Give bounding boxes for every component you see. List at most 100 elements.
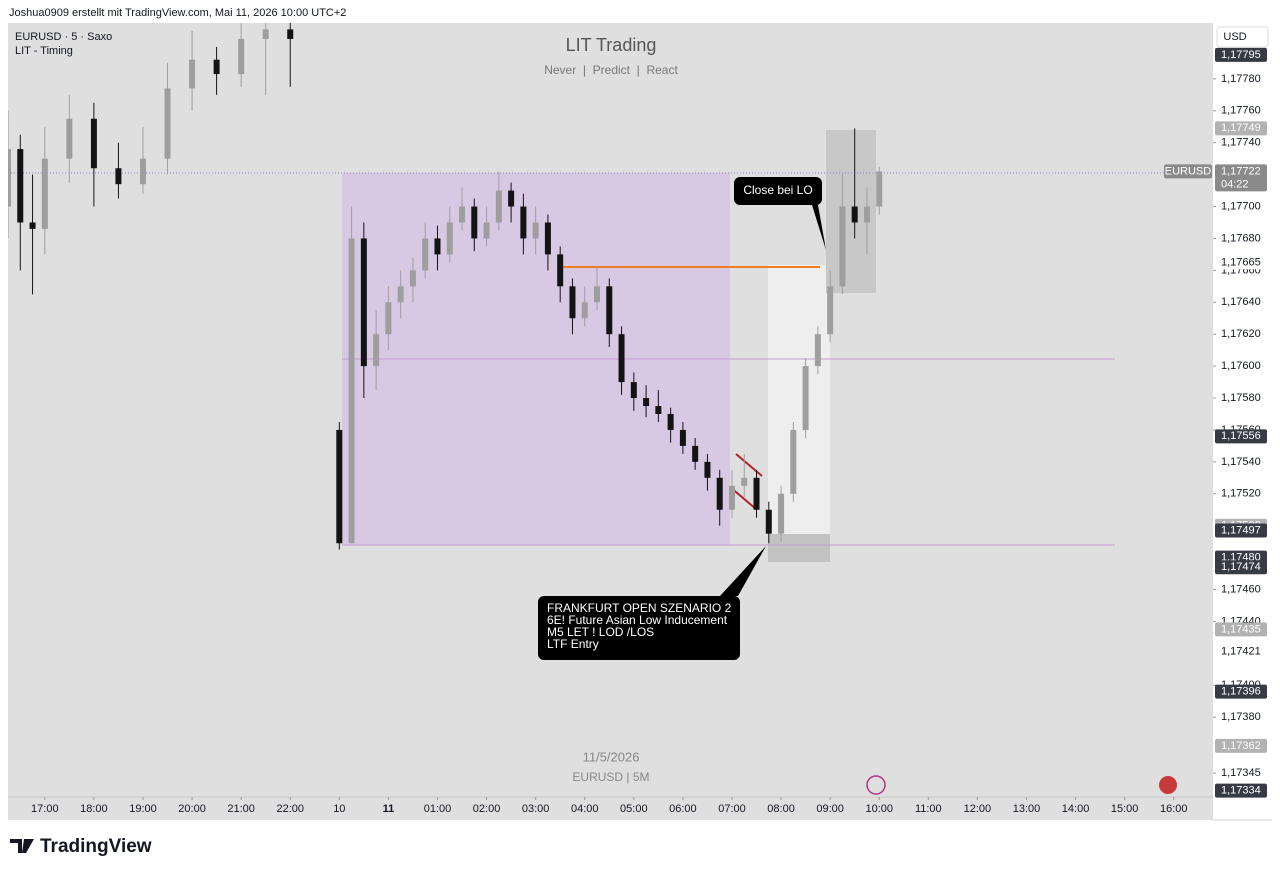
- logo-mark: [10, 839, 34, 853]
- candle-body: [704, 461, 711, 478]
- symbol-tag: [1164, 164, 1212, 179]
- x-tick-label: 10:00: [865, 803, 893, 815]
- candle-body: [753, 477, 760, 510]
- x-tick-label: 12:00: [964, 803, 992, 815]
- x-tick-label: 08:00: [767, 803, 795, 815]
- y-tick-label: 1,17760: [1221, 105, 1261, 117]
- y-tick-label: 1,17540: [1221, 456, 1261, 468]
- pattern-line: [735, 453, 763, 477]
- candle-body: [495, 190, 502, 223]
- annotation-line: M5 LET ! LOD /LOS: [547, 625, 654, 639]
- candle-body: [348, 238, 355, 544]
- last-price-box: [1215, 164, 1267, 192]
- candle-body: [692, 445, 699, 462]
- x-tick-label: 01:00: [424, 803, 452, 815]
- footer-date: 11/5/2026: [583, 749, 640, 764]
- candle-body: [41, 158, 48, 229]
- candle-body: [471, 206, 478, 239]
- price-label-box: [1215, 121, 1267, 136]
- candle-body: [373, 334, 380, 367]
- candle-body: [557, 254, 564, 287]
- y-tick-label: 1,17580: [1221, 392, 1261, 404]
- candle-body: [483, 222, 490, 239]
- candle-body: [115, 168, 122, 185]
- candle-body: [581, 302, 588, 319]
- candle-body: [594, 286, 601, 303]
- candle-body: [667, 413, 674, 430]
- candle-body: [262, 29, 269, 39]
- candle-body: [876, 171, 883, 207]
- currency-button[interactable]: [1216, 26, 1269, 48]
- candle-body: [802, 366, 809, 430]
- price-label: 1,17749: [1221, 122, 1261, 134]
- event-icon[interactable]: [1159, 776, 1177, 794]
- candle-body: [814, 334, 821, 367]
- price-label-box: [1215, 560, 1267, 575]
- price-label-box: [1215, 622, 1267, 637]
- candle-body: [397, 286, 404, 303]
- candle-body: [29, 222, 36, 229]
- candle-body: [839, 206, 846, 287]
- candle-body: [508, 190, 515, 207]
- candle-body: [827, 286, 834, 335]
- candle-body: [716, 477, 723, 510]
- x-tick-label: 19:00: [129, 803, 157, 815]
- annotation-line: FRANKFURT OPEN SZENARIO 2: [547, 601, 732, 615]
- candle-body: [8, 149, 11, 207]
- price-label: 1,17334: [1221, 785, 1261, 797]
- price-label: 1,17556: [1221, 430, 1261, 442]
- x-tick-label: 21:00: [227, 803, 255, 815]
- candle-body: [213, 59, 220, 75]
- credit: Joshua0909 erstellt mit TradingView.com,…: [9, 7, 346, 19]
- x-tick-label: 18:00: [80, 803, 108, 815]
- x-tick-label: 11:00: [915, 803, 942, 815]
- candle-body: [618, 334, 625, 383]
- y-tick-label: 1,17620: [1221, 328, 1261, 340]
- footer-symbol: EURUSD | 5M: [572, 770, 649, 784]
- candle-body: [532, 222, 539, 239]
- chart-subtitle: Never | Predict | React: [544, 63, 678, 77]
- candles: [8, 23, 883, 550]
- x-tick-label: 02:00: [473, 803, 501, 815]
- indicator: LIT - Timing: [15, 45, 73, 57]
- candle-body: [409, 270, 416, 287]
- price-label-box: [1215, 255, 1267, 270]
- candle-body: [422, 238, 429, 271]
- candle-body: [728, 485, 735, 510]
- currency: USD: [1223, 31, 1246, 43]
- y-tick-label: 1,17700: [1221, 200, 1261, 212]
- candle-body: [385, 302, 392, 335]
- y-tick-label: 1,17460: [1221, 583, 1261, 595]
- price-label-box: [1215, 684, 1267, 699]
- candle-body: [17, 149, 24, 223]
- candle-body: [90, 118, 97, 169]
- price-axis: [1213, 23, 1272, 797]
- x-tick-label: 05:00: [620, 803, 648, 815]
- candle-body: [164, 88, 171, 159]
- y-tick-label: 1,17640: [1221, 296, 1261, 308]
- x-tick-label: 04:00: [571, 803, 599, 815]
- price-label: 1,17795: [1221, 49, 1261, 61]
- y-tick-label: 1,17600: [1221, 360, 1261, 372]
- price-label-box: [1215, 523, 1267, 538]
- x-tick-label: 10: [333, 803, 345, 815]
- symbol-line: EURUSD · 5 · Saxo: [15, 31, 112, 43]
- annotation-line: 6E! Future Asian Low Inducement: [547, 613, 728, 627]
- event-icon[interactable]: [866, 775, 886, 795]
- y-tick-label: 1,17740: [1221, 137, 1261, 149]
- countdown: 04:22: [1221, 178, 1249, 190]
- candle-body: [544, 222, 551, 255]
- y-tick-label: 1,17520: [1221, 488, 1261, 500]
- price-label: 1,17665: [1221, 256, 1261, 268]
- candle-body: [434, 238, 441, 255]
- x-tick-label: 06:00: [669, 803, 697, 815]
- range-box: [768, 534, 830, 562]
- chart-title: LIT Trading: [566, 35, 657, 55]
- annotation: Close bei LO: [743, 183, 812, 197]
- price-label: 1,17497: [1221, 524, 1261, 536]
- price-label-box: [1215, 47, 1267, 62]
- x-tick-label: 16:00: [1160, 803, 1188, 815]
- logo: TradingView: [40, 836, 152, 857]
